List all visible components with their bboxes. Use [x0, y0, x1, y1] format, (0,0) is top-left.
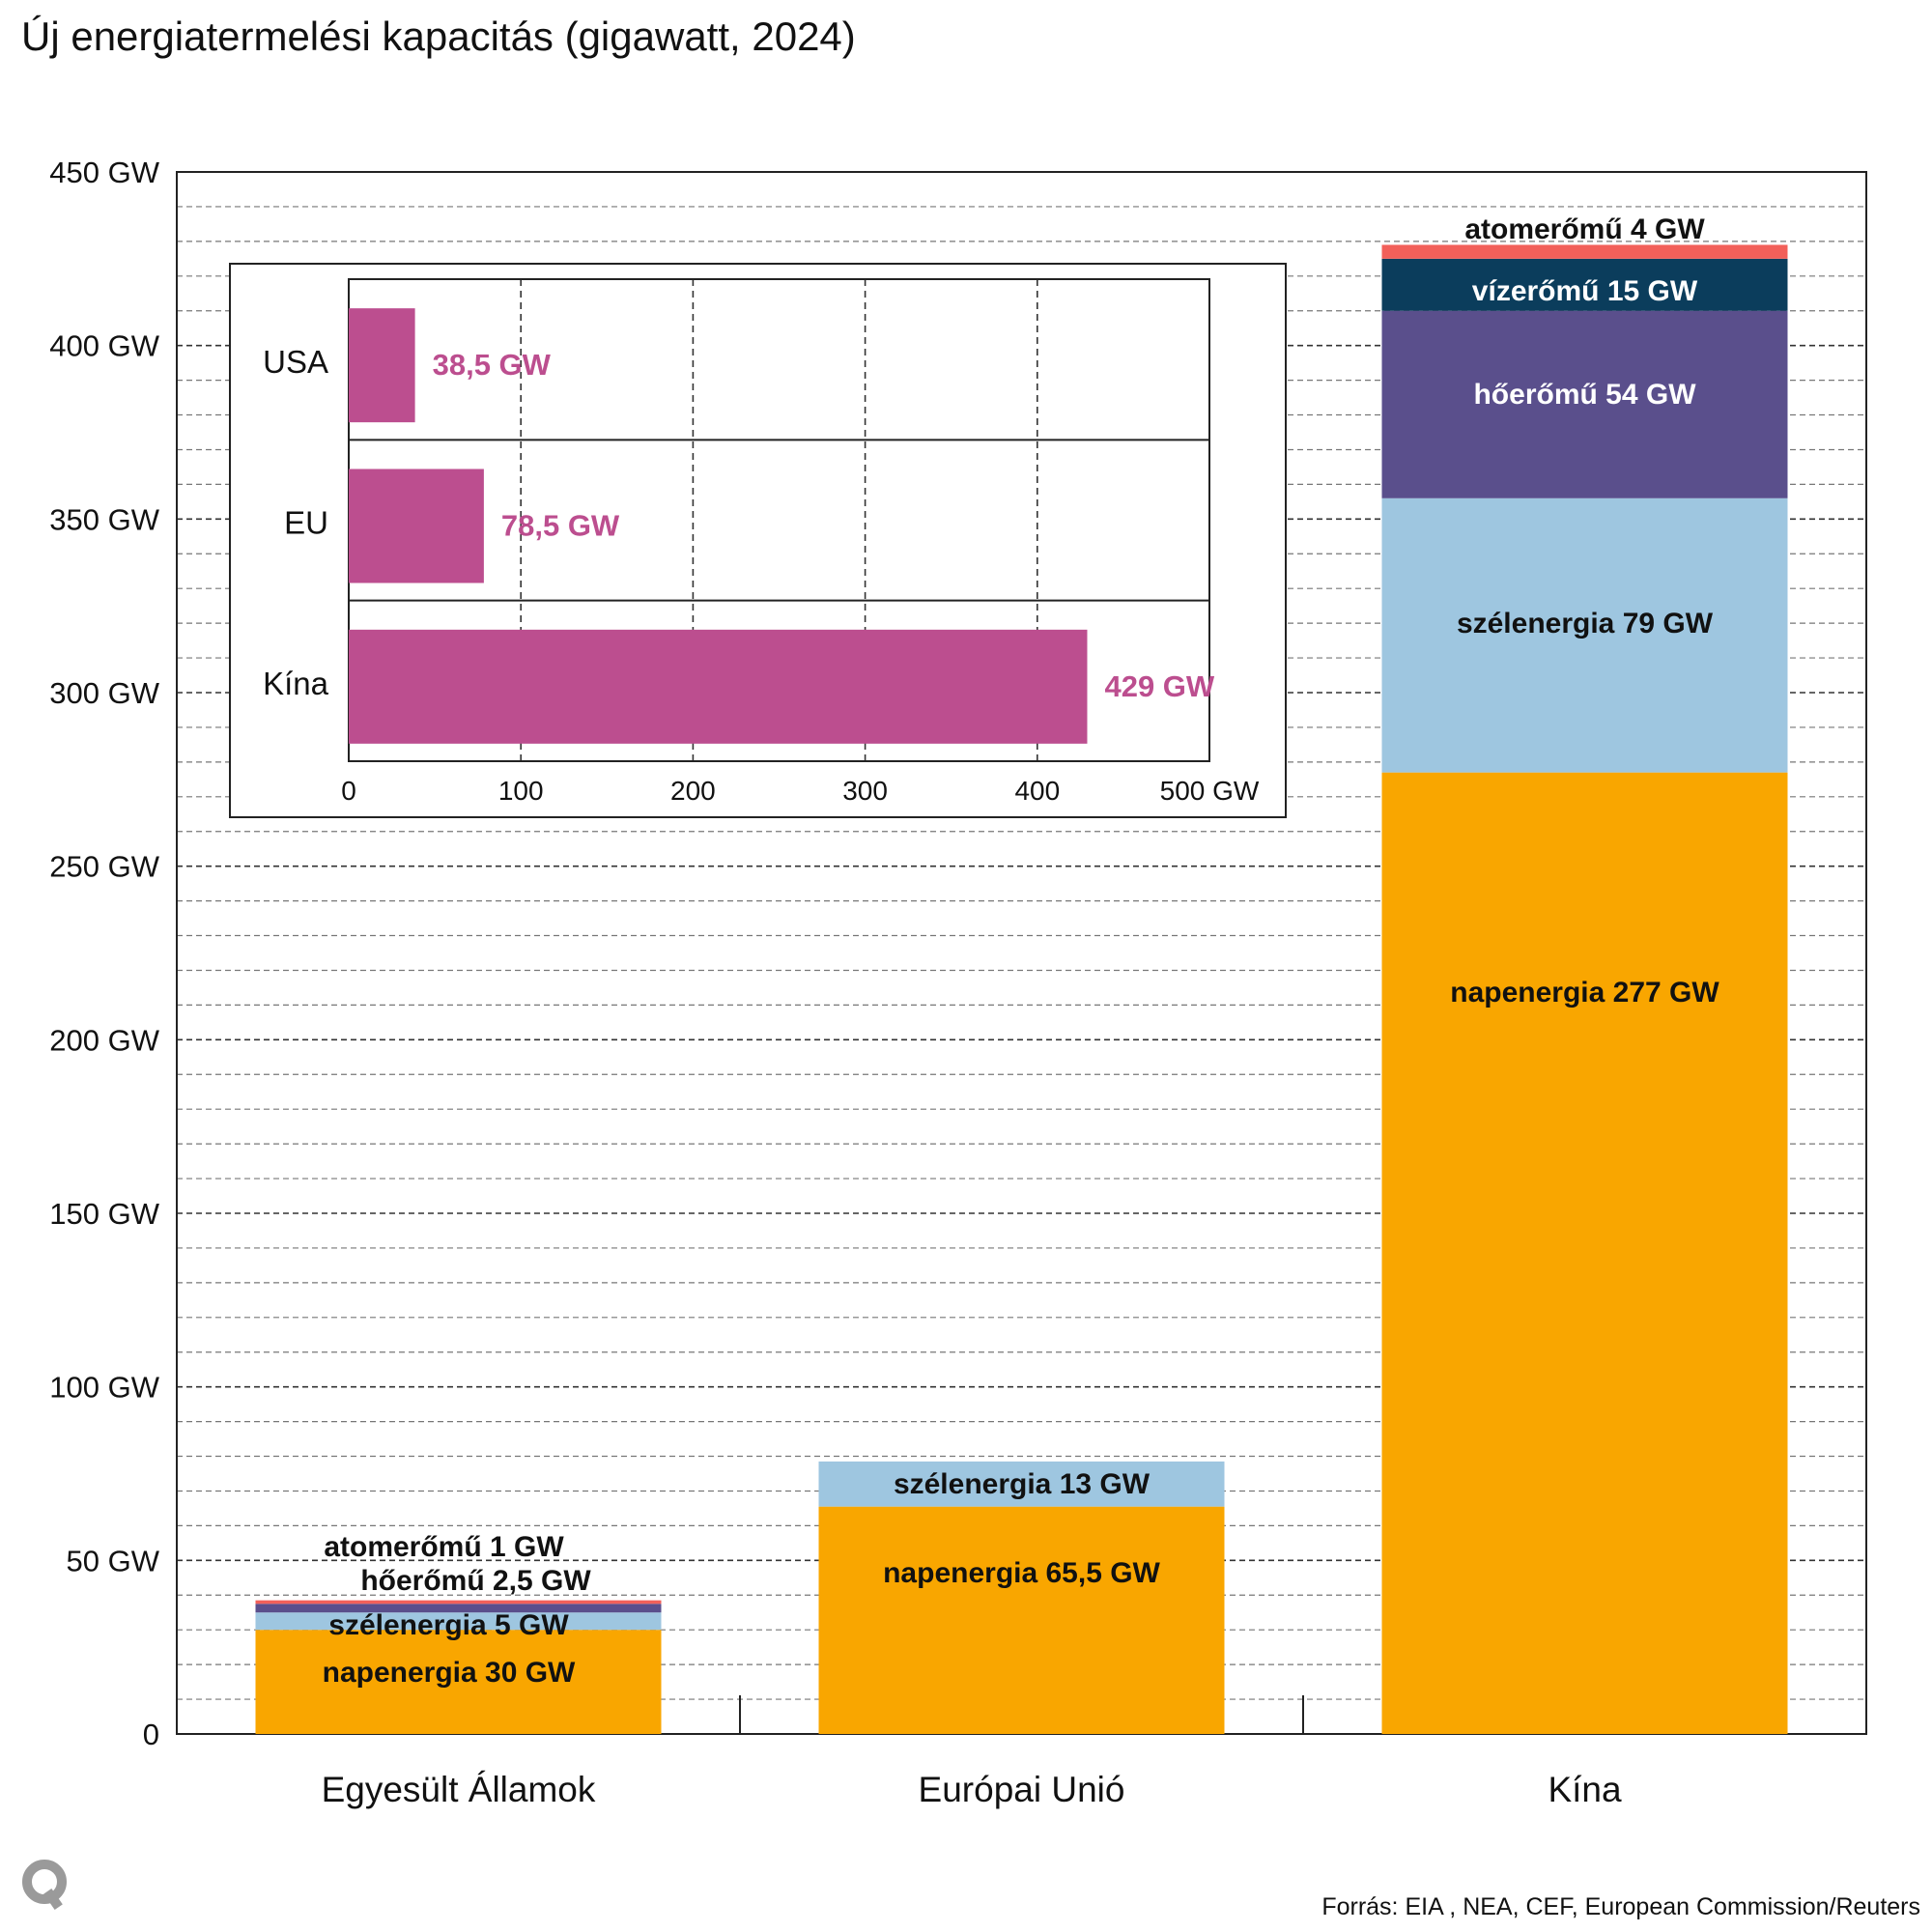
x-category-label: Kína: [1548, 1770, 1622, 1809]
chart-title: Új energiatermelési kapacitás (gigawatt,…: [21, 14, 856, 59]
segment-label: hőerőmű 54 GW: [1473, 379, 1696, 411]
segment-label: napenergia 277 GW: [1450, 977, 1719, 1009]
y-tick-label: 250 GW: [49, 850, 159, 884]
inset-x-tick-label: 400: [1014, 776, 1060, 806]
x-category-label: Egyesült Államok: [322, 1770, 596, 1809]
bar-segment-szelenergia: [255, 1612, 662, 1631]
segment-label: szélenergia 13 GW: [894, 1468, 1151, 1500]
segment-label: szélenergia 79 GW: [1457, 608, 1714, 639]
bar-segment-szelenergia: [1381, 497, 1788, 773]
segment-label: szélenergia 5 GW: [328, 1609, 569, 1641]
inset-category-label: EU: [284, 505, 328, 541]
bar-segment-napenergia: [1381, 772, 1788, 1734]
segment-label: hőerőmű 2,5 GW: [360, 1565, 591, 1597]
inset-x-tick-label: 200: [670, 776, 716, 806]
y-tick-label: 300 GW: [49, 676, 159, 710]
bar-segment-napenergia: [818, 1506, 1225, 1734]
segment-label: atomerőmű 4 GW: [1464, 213, 1705, 245]
bar-segment-hoeromu: [1381, 310, 1788, 498]
segment-label: napenergia 65,5 GW: [883, 1557, 1160, 1589]
y-tick-label: 150 GW: [49, 1197, 159, 1231]
inset-x-tick-label: 100: [498, 776, 544, 806]
bar-segment-napenergia: [255, 1630, 662, 1734]
inset-value-label: 78,5 GW: [501, 509, 620, 543]
y-tick-label: 0: [143, 1718, 159, 1751]
y-tick-label: 450 GW: [49, 156, 159, 189]
y-tick-label: 400 GW: [49, 329, 159, 363]
inset-value-label: 38,5 GW: [433, 348, 552, 382]
bar-segment-atomeromu: [1381, 244, 1788, 259]
y-tick-label: 200 GW: [49, 1023, 159, 1057]
y-tick-label: 350 GW: [49, 502, 159, 536]
segment-label: vízerőmű 15 GW: [1472, 275, 1698, 307]
x-category-label: Európai Unió: [919, 1770, 1125, 1809]
source-note: Forrás: EIA , NEA, CEF, European Commiss…: [1321, 1893, 1920, 1920]
inset-x-tick-label: 0: [341, 776, 356, 806]
inset-bar: [349, 629, 1088, 744]
q-logo-icon: [22, 1860, 67, 1911]
segment-label: atomerőmű 1 GW: [324, 1531, 564, 1563]
bar-segment-szelenergia: [818, 1461, 1225, 1507]
inset-x-tick-label: 300: [842, 776, 888, 806]
inset-value-label: 429 GW: [1104, 669, 1214, 703]
segment-label: napenergia 30 GW: [323, 1657, 576, 1689]
bar-segment-atomeromu: [255, 1600, 662, 1605]
inset-category-label: Kína: [263, 666, 329, 701]
inset-bar: [349, 469, 484, 583]
y-tick-label: 50 GW: [67, 1544, 160, 1577]
inset-category-label: USA: [263, 344, 328, 380]
inset-bar: [349, 308, 415, 423]
inset-x-tick-label: 500 GW: [1160, 776, 1260, 806]
y-tick-label: 100 GW: [49, 1371, 159, 1405]
bar-segment-vizeromu: [1381, 258, 1788, 311]
bar-segment-hoeromu: [255, 1604, 662, 1613]
